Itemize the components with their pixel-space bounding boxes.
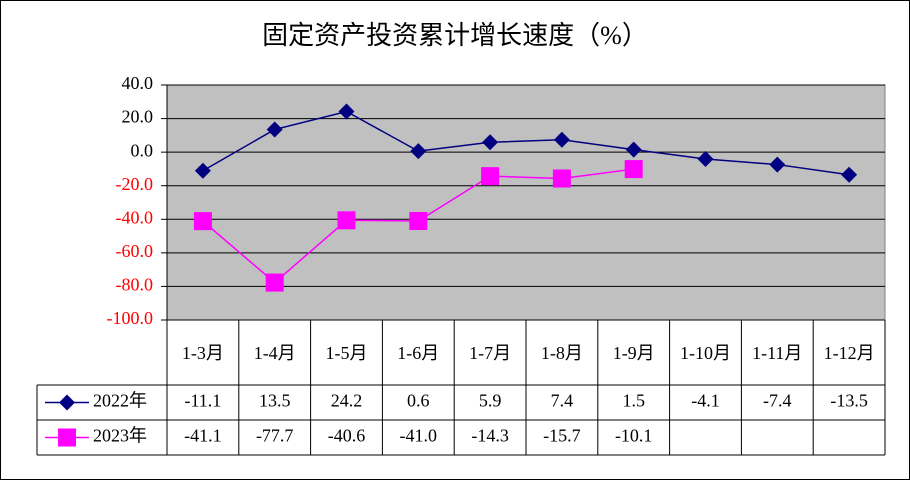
data-table-value: -4.1 [691,391,720,411]
x-tick-label-box: 1-7月 [469,342,512,363]
data-table-value: 0.6 [407,391,430,411]
point [482,134,499,151]
x-tick-label-box: 1-9月 [612,342,655,363]
data-table-value: -40.6 [328,426,366,446]
data-table-value: -7.4 [763,391,792,411]
point [265,273,284,292]
point [625,141,642,158]
x-tick-label-box: 1-10月 [679,342,731,363]
x-tick-label: 1-5月 [325,342,368,363]
x-tick-label-box: 1-3月 [181,342,224,363]
x-tick-label: 1-10月 [679,342,731,363]
data-table-value: -10.1 [615,426,653,446]
legend-marker [59,394,75,411]
point [266,121,283,138]
x-tick-label-box: 1-5月 [325,342,368,363]
point [338,103,355,120]
data-table-value: 24.2 [331,391,363,411]
x-tick-label: 1-9月 [612,342,655,363]
x-tick-label: 1-12月 [823,342,875,363]
x-tick-label: 1-6月 [397,342,440,363]
point [193,212,212,231]
y-tick-label: -100.0 [107,308,154,328]
y-tick-label: -60.0 [116,241,154,261]
x-tick-label-box: 1-4月 [253,342,296,363]
data-table-value: 5.9 [479,391,502,411]
data-table-value: 1.5 [622,391,645,411]
x-tick-label: 1-7月 [469,342,512,363]
x-tick-label-box: 1-8月 [540,342,583,363]
point [409,211,428,230]
point [337,211,356,230]
data-table-value: 13.5 [259,391,291,411]
data-table-value: -11.1 [184,391,221,411]
plot-area [166,84,886,321]
point [194,162,211,179]
data-table-value: -77.7 [256,426,294,446]
x-tick-label: 1-11月 [752,342,803,363]
point [697,151,714,168]
data-table-value: 7.4 [551,391,574,411]
point [624,160,643,179]
point [552,169,571,188]
point [553,131,570,148]
point [841,166,858,183]
chart-title: 固定资产投资累计增长速度（%） [262,21,648,50]
y-tick-label: -40.0 [116,207,154,227]
x-tick-label-box: 1-12月 [823,342,875,363]
legend-label: 2022年 [93,391,147,411]
y-tick-label: 0.0 [131,140,154,160]
x-tick-label: 1-4月 [253,342,296,363]
data-table-value: -41.1 [184,426,222,446]
y-tick-label: -80.0 [116,275,154,295]
point [769,156,786,173]
y-tick-label: -20.0 [116,174,154,194]
x-tick-label-box: 1-6月 [397,342,440,363]
y-tick-label: 20.0 [122,107,154,127]
x-tick-label-box: 1-11月 [752,342,803,363]
point [410,143,427,160]
series-line [202,110,850,176]
x-tick-label: 1-3月 [181,342,224,363]
legend-label: 2023年 [93,426,147,446]
data-table-value: -13.5 [830,391,868,411]
data-table-value: -14.3 [471,426,509,446]
data-table-value: -41.0 [400,426,438,446]
legend-marker [58,428,76,447]
data-table-value: -15.7 [543,426,581,446]
y-tick-label: 40.0 [122,73,154,93]
x-tick-label: 1-8月 [540,342,583,363]
point [481,167,500,186]
